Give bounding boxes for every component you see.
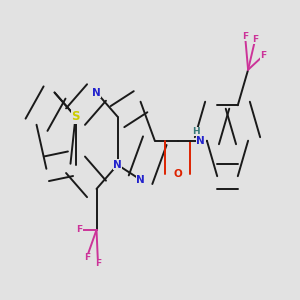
Text: F: F [76,225,82,234]
Text: F: F [84,253,90,262]
Text: F: F [95,259,101,268]
Text: F: F [260,51,266,60]
Text: H: H [193,127,200,136]
Text: O: O [173,169,182,179]
Text: F: F [252,35,258,44]
Text: F: F [242,32,248,41]
Text: N: N [92,88,101,98]
Text: N: N [113,160,122,170]
Text: N: N [136,175,145,185]
Text: S: S [71,110,80,123]
Text: N: N [196,136,205,146]
